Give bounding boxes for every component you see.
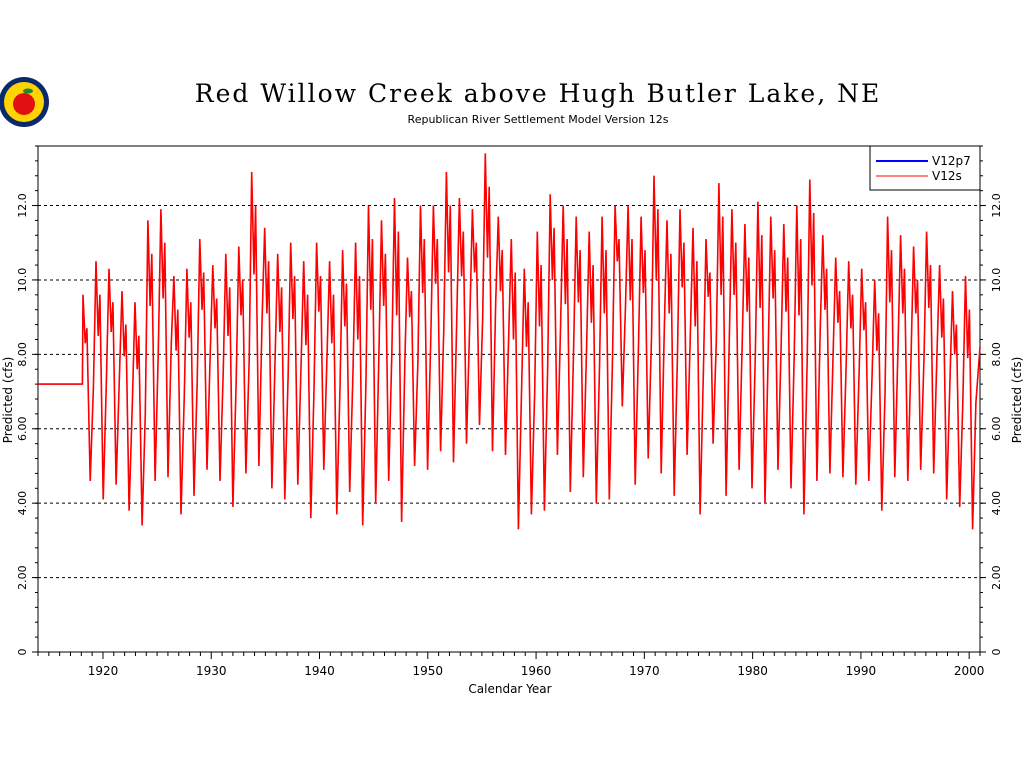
x-axis-label: Calendar Year	[468, 682, 551, 696]
x-tick-label: 2000	[954, 664, 985, 678]
y-axis-label-right: Predicted (cfs)	[1010, 357, 1024, 444]
y-tick-label: 10.0	[16, 268, 29, 293]
y-tick-label: 6.00	[16, 417, 29, 442]
y-tick-label: 12.0	[990, 193, 1003, 218]
x-axis: 1920 1930 1940 1950 1960 1970 1980 1990 2000	[37, 652, 985, 678]
y-tick-label: 8.00	[16, 342, 29, 367]
x-tick-label: 1950	[413, 664, 444, 678]
y-tick-label: 10.0	[990, 268, 1003, 293]
legend-box	[869, 145, 981, 191]
x-tick-label: 1970	[629, 664, 660, 678]
y-tick-label: 6.00	[990, 417, 1003, 442]
y-tick-label: 0	[990, 649, 1003, 656]
logo-apple	[13, 93, 35, 115]
x-tick-label: 1930	[196, 664, 227, 678]
chart-subtitle: Republican River Settlement Model Versio…	[408, 113, 669, 126]
y-tick-label: 4.00	[990, 491, 1003, 516]
x-tick-label: 1980	[737, 664, 768, 678]
x-tick-label: 1920	[88, 664, 119, 678]
x-tick-label: 1990	[846, 664, 877, 678]
chart-title: Red Willow Creek above Hugh Butler Lake,…	[195, 79, 881, 108]
y-tick-label: 0	[16, 649, 29, 656]
legend-label-v12p7: V12p7	[932, 154, 971, 168]
y-axis-label-left: Predicted (cfs)	[1, 357, 15, 444]
x-tick-label: 1960	[521, 664, 552, 678]
legend: V12p7 V12s	[869, 145, 981, 191]
y-axis-right: 0 2.00 4.00 6.00 8.00 10.0 12.0	[980, 145, 1003, 656]
x-tick-label: 1940	[304, 664, 335, 678]
grid-lines	[38, 205, 980, 579]
y-tick-label: 2.00	[16, 565, 29, 590]
y-axis-left: 0 2.00 4.00 6.00 8.00 10.0 12.0	[16, 145, 38, 656]
series-layer	[38, 153, 981, 530]
legend-label-v12s: V12s	[932, 169, 962, 183]
y-tick-label: 8.00	[990, 342, 1003, 367]
series-line-v12s	[38, 153, 981, 530]
y-tick-label: 4.00	[16, 491, 29, 516]
y-tick-label: 12.0	[16, 193, 29, 218]
y-tick-label: 2.00	[990, 565, 1003, 590]
logo-leaf	[23, 88, 33, 94]
apple-seal-icon	[0, 77, 49, 127]
